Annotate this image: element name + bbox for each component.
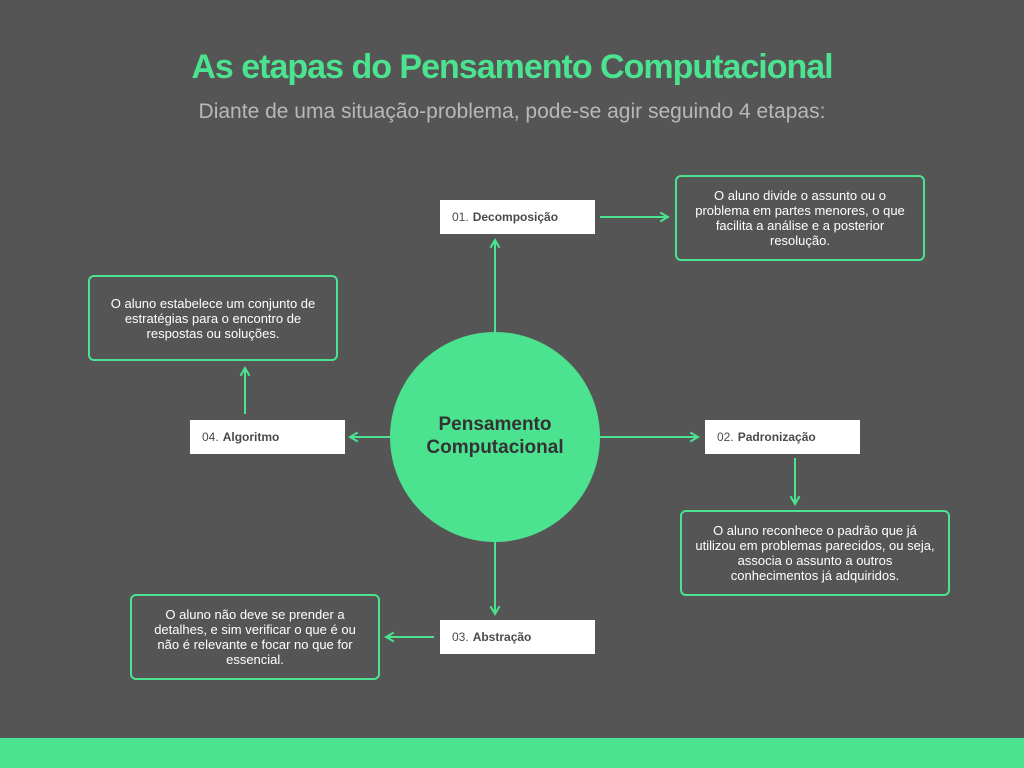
subtitle-text: Diante de uma situação-problema, pode-se… [199, 100, 826, 123]
step-01-desc-text: O aluno divide o assunto ou o problema e… [689, 188, 911, 248]
center-circle: Pensamento Computacional [390, 332, 600, 542]
diagram-canvas: As etapas do Pensamento Computacional Di… [0, 0, 1024, 768]
step-04-desc-text: O aluno estabelece um conjunto de estrat… [102, 296, 324, 341]
step-02-desc-text: O aluno reconhece o padrão que já utiliz… [694, 523, 936, 583]
center-label-line1: Pensamento [426, 414, 563, 437]
page-subtitle: Diante de uma situação-problema, pode-se… [0, 100, 1024, 124]
step-02-desc: O aluno reconhece o padrão que já utiliz… [680, 510, 950, 596]
step-01-num: 01. [452, 210, 469, 224]
step-04-num: 04. [202, 430, 219, 444]
step-04-desc: O aluno estabelece um conjunto de estrat… [88, 275, 338, 361]
step-02-box: 02. Padronização [705, 420, 860, 454]
step-03-desc: O aluno não deve se prender a detalhes, … [130, 594, 380, 680]
title-text: As etapas do Pensamento Computacional [191, 48, 832, 86]
step-03-num: 03. [452, 630, 469, 644]
footer-accent-bar [0, 738, 1024, 768]
step-01-box: 01. Decomposição [440, 200, 595, 234]
step-01-label: Decomposição [473, 210, 558, 224]
center-label-line2: Computacional [426, 437, 563, 460]
page-title: As etapas do Pensamento Computacional [0, 48, 1024, 87]
step-01-desc: O aluno divide o assunto ou o problema e… [675, 175, 925, 261]
step-02-label: Padronização [738, 430, 816, 444]
step-03-desc-text: O aluno não deve se prender a detalhes, … [144, 607, 366, 667]
step-03-label: Abstração [473, 630, 532, 644]
step-04-label: Algoritmo [223, 430, 280, 444]
step-02-num: 02. [717, 430, 734, 444]
step-03-box: 03. Abstração [440, 620, 595, 654]
step-04-box: 04. Algoritmo [190, 420, 345, 454]
center-label: Pensamento Computacional [426, 414, 563, 460]
